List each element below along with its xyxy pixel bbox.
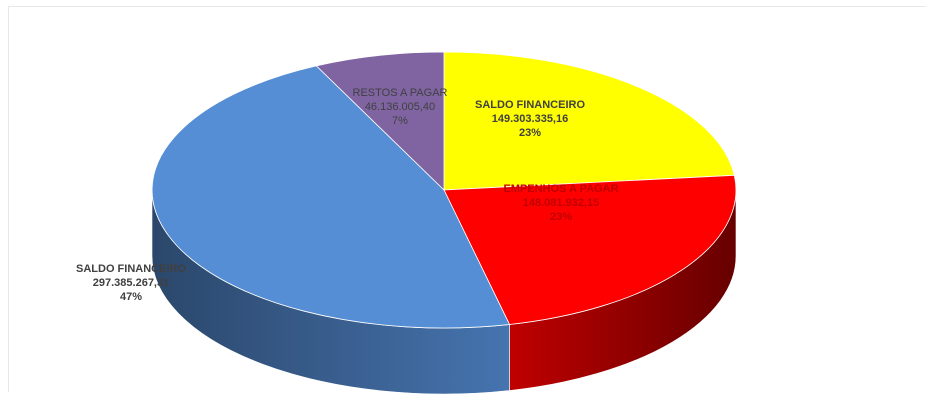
- slice-label-1-name: EMPENHOS A PAGAR: [503, 183, 618, 195]
- slice-label-3-percent-label: 7%: [392, 115, 408, 127]
- slice-2: [151, 65, 511, 329]
- slice-0: [443, 51, 735, 191]
- slice-label-3-name: RESTOS A PAGAR: [353, 87, 448, 99]
- slice-label-0-name: SALDO FINANCEIRO: [475, 99, 585, 111]
- slice-3: [315, 51, 445, 191]
- chart-frame: [8, 6, 926, 392]
- slice-label-1-percent-label: 23%: [550, 211, 572, 223]
- slice-label-2-value-label: 297.385.267,31: [93, 277, 169, 289]
- slice-label-2: SALDO FINANCEIRO 297.385.267,31 47%: [76, 263, 186, 303]
- slice-label-1: EMPENHOS A PAGAR 148.081.932,15 23%: [503, 183, 618, 223]
- slice-label-0: SALDO FINANCEIRO 149.303.335,16 23%: [475, 99, 585, 139]
- slice-label-1-value-label: 148.081.932,15: [523, 197, 599, 209]
- slice-label-0-value-label: 149.303.335,16: [492, 113, 568, 125]
- slice-label-3: RESTOS A PAGAR 46.136.005,40 7%: [353, 87, 448, 127]
- slice-1: [443, 174, 737, 325]
- slice-label-2-name: SALDO FINANCEIRO: [76, 263, 186, 275]
- slice-label-0-percent-label: 23%: [519, 127, 541, 139]
- slice-label-2-percent-label: 47%: [120, 291, 142, 303]
- slice-label-3-value-label: 46.136.005,40: [365, 101, 435, 113]
